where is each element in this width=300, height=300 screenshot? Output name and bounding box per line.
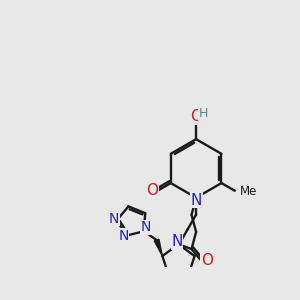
Text: O: O	[201, 253, 213, 268]
Text: N: N	[141, 220, 152, 234]
Text: N: N	[171, 235, 183, 250]
Text: N: N	[190, 193, 202, 208]
Text: N: N	[109, 212, 119, 226]
Text: O: O	[146, 183, 158, 198]
Text: O: O	[190, 109, 202, 124]
Text: N: N	[140, 220, 151, 234]
Text: Me: Me	[239, 185, 257, 198]
Polygon shape	[154, 239, 162, 256]
Text: N: N	[118, 229, 128, 243]
Text: H: H	[198, 107, 208, 120]
